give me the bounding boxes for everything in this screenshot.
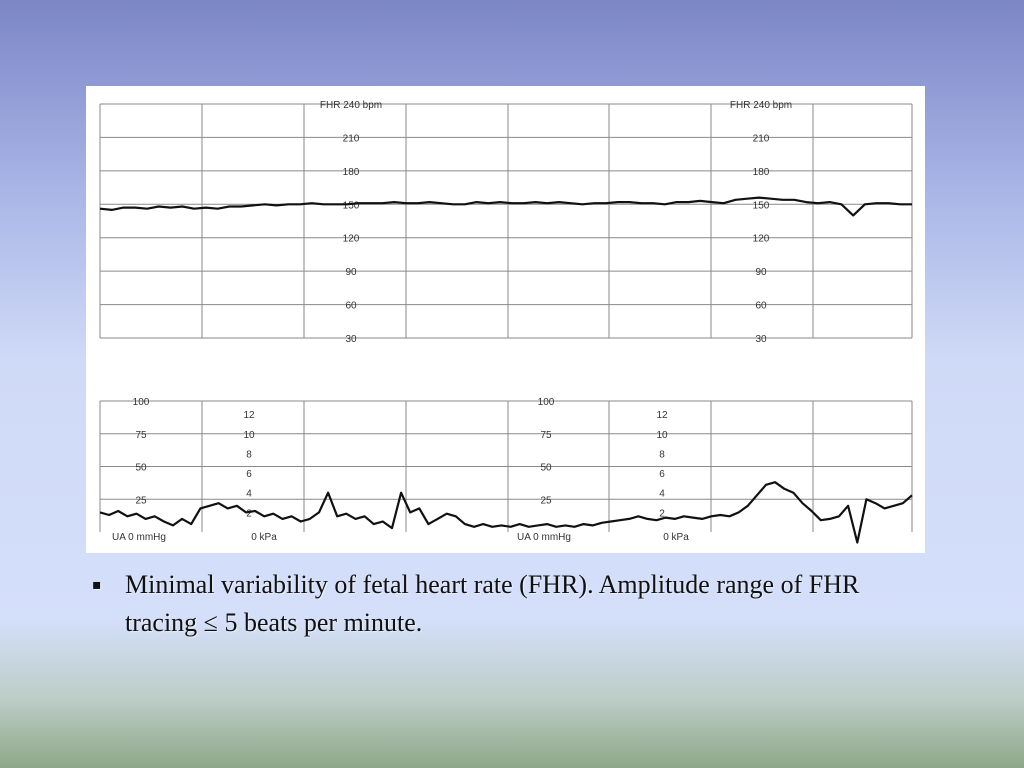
ua-kpa-tick-label: 8 — [659, 449, 665, 460]
fhr-trace-line — [99, 196, 912, 217]
fhr-tick-label: 210 — [343, 133, 360, 144]
ua-mmhg-tick-label: 100 — [133, 397, 150, 408]
ua-kpa-tick-label: 10 — [243, 430, 255, 441]
ua-baseline-label: UA 0 mmHg — [517, 532, 571, 543]
ua-kpa-tick-label: 12 — [243, 410, 255, 421]
fhr-tick-label: 30 — [755, 334, 767, 345]
ua-kpa-tick-label: 2 — [246, 508, 252, 519]
ua-kpa-tick-label: 2 — [659, 508, 665, 519]
ua-kpa-tick-label: 10 — [656, 430, 668, 441]
ua-kpa-tick-label: 4 — [246, 489, 252, 500]
fhr-tick-label: 60 — [755, 301, 767, 312]
fhr-tick-label: 90 — [755, 267, 767, 278]
ua-mmhg-tick-label: 50 — [540, 463, 552, 474]
kpa-baseline-label: 0 kPa — [663, 532, 689, 543]
fhr-tick-label: 180 — [753, 167, 770, 178]
fhr-tick-label: 90 — [345, 267, 357, 278]
ua-kpa-tick-label: 8 — [246, 449, 252, 460]
bullet-text: Minimal variability of fetal heart rate … — [125, 570, 860, 637]
ua-mmhg-tick-label: 25 — [540, 495, 552, 506]
fhr-tick-label: 180 — [343, 167, 360, 178]
ua-mmhg-tick-label: 50 — [135, 463, 147, 474]
ua-trace-line — [99, 481, 913, 544]
ua-kpa-tick-label: 4 — [659, 489, 665, 500]
ua-mmhg-tick-label: 75 — [135, 430, 147, 441]
ctg-figure: FHR 240 bpm 210 180 150 120 90 60 30 FHR 240 bpm… — [86, 86, 925, 553]
fhr-tick-label: FHR 240 bpm — [730, 100, 792, 111]
ua-kpa-tick-label: 12 — [656, 410, 668, 421]
fhr-tick-label: 60 — [345, 301, 357, 312]
fhr-tick-label: 210 — [753, 133, 770, 144]
bullet-square-icon: ▪ — [92, 577, 102, 593]
fhr-tick-label: 120 — [753, 234, 770, 245]
fhr-tick-label: 150 — [343, 200, 360, 211]
fhr-tick-label: FHR 240 bpm — [320, 100, 382, 111]
ua-mmhg-tick-label: 75 — [540, 430, 552, 441]
ua-mmhg-tick-label: 100 — [538, 397, 555, 408]
fhr-tick-label: 30 — [345, 334, 357, 345]
ua-baseline-label: UA 0 mmHg — [112, 532, 166, 543]
ua-kpa-tick-label: 6 — [246, 469, 252, 480]
fhr-tick-label: 150 — [753, 200, 770, 211]
ua-mmhg-tick-label: 25 — [135, 495, 147, 506]
kpa-baseline-label: 0 kPa — [251, 532, 277, 543]
fhr-tick-label: 120 — [343, 234, 360, 245]
ua-kpa-tick-label: 6 — [659, 469, 665, 480]
